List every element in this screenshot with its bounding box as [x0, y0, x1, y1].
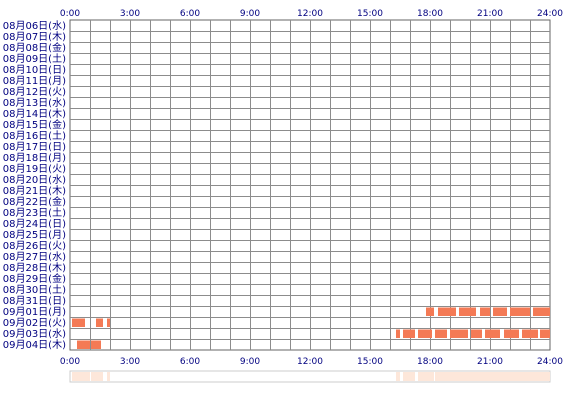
- summary-strip: [69, 370, 551, 383]
- x-tick-label-bottom: 24:00: [537, 357, 563, 367]
- row-label: 08月28日(木): [3, 262, 66, 274]
- x-tick-label-bottom: 0:00: [60, 357, 80, 367]
- activity-bar: [510, 307, 530, 316]
- x-tick-label-top: 15:00: [357, 9, 383, 19]
- summary-segment: [540, 372, 550, 381]
- row-label: 08月22日(金): [3, 195, 66, 208]
- activity-bar: [107, 318, 110, 327]
- x-tick-label-top: 12:00: [297, 9, 323, 19]
- row-label: 08月13日(水): [3, 97, 66, 109]
- activity-bar: [72, 318, 85, 327]
- row-label: 09月02日(火): [3, 317, 66, 329]
- row-label: 08月09日(土): [3, 52, 66, 65]
- chart-grid: [69, 19, 551, 351]
- row-label: 08月06日(水): [3, 20, 66, 32]
- activity-bar: [403, 329, 415, 338]
- activity-bar: [96, 318, 103, 327]
- row-label: 08月23日(土): [3, 206, 66, 219]
- row-label: 08月07日(木): [3, 31, 66, 43]
- row-label: 08月17日(日): [3, 141, 66, 153]
- summary-segment: [77, 372, 90, 381]
- summary-segment: [435, 372, 447, 381]
- row-label: 08月19日(火): [3, 163, 66, 175]
- row-label: 08月18日(月): [3, 152, 66, 164]
- activity-bar: [522, 329, 538, 338]
- row-label: 09月04日(木): [3, 339, 66, 351]
- activity-bar: [504, 329, 519, 338]
- activity-bar: [438, 307, 456, 316]
- row-label: 08月25日(月): [3, 229, 66, 241]
- activity-bar: [91, 340, 101, 349]
- x-tick-label-bottom: 9:00: [240, 357, 260, 367]
- activity-bar: [540, 329, 550, 338]
- x-tick-label-top: 9:00: [240, 9, 260, 19]
- x-tick-label-top: 0:00: [60, 9, 80, 19]
- row-label: 08月26日(火): [3, 240, 66, 252]
- row-label: 08月16日(土): [3, 129, 66, 142]
- x-tick-label-bottom: 3:00: [120, 357, 140, 367]
- activity-bar: [450, 329, 468, 338]
- x-tick-label-top: 6:00: [180, 9, 200, 19]
- x-tick-label-bottom: 15:00: [357, 357, 383, 367]
- row-label: 08月21日(木): [3, 185, 66, 197]
- row-label: 08月31日(日): [3, 295, 66, 307]
- activity-bar: [471, 329, 482, 338]
- x-tick-label-top: 3:00: [120, 9, 140, 19]
- activity-bar: [493, 307, 507, 316]
- x-axis-top: 0:00 3:00 6:00 9:00 12:00 15:00 18:00 21:00 24:0…: [60, 9, 563, 19]
- row-label: 08月30日(土): [3, 283, 66, 296]
- row-label: 08月08日(金): [3, 41, 66, 54]
- row-label: 08月10日(日): [3, 64, 66, 76]
- summary-segment: [471, 372, 482, 381]
- x-tick-label-bottom: 18:00: [417, 357, 443, 367]
- summary-segment: [450, 372, 468, 381]
- x-tick-label-bottom: 6:00: [180, 357, 200, 367]
- activity-bar: [396, 329, 400, 338]
- summary-segment: [107, 372, 110, 381]
- row-label: 08月14日(木): [3, 108, 66, 120]
- summary-segment: [396, 372, 400, 381]
- x-tick-label-top: 24:00: [537, 9, 563, 19]
- x-axis-bottom: 0:00 3:00 6:00 9:00 12:00 15:00 18:00 21:00 24:0…: [60, 357, 563, 367]
- activity-bar: [480, 307, 490, 316]
- row-label: 09月03日(水): [3, 328, 66, 340]
- row-labels: 08月06日(水)08月07日(木)08月08日(金)08月09日(土)08月1…: [3, 20, 66, 351]
- x-tick-label-top: 18:00: [417, 9, 443, 19]
- row-label: 09月01日(月): [3, 306, 66, 318]
- activity-bars: [72, 307, 550, 349]
- activity-bar: [459, 307, 476, 316]
- summary-segment: [91, 372, 101, 381]
- row-label: 08月15日(金): [3, 118, 66, 131]
- x-tick-label-bottom: 12:00: [297, 357, 323, 367]
- row-label: 08月29日(金): [3, 272, 66, 285]
- activity-bar: [426, 307, 434, 316]
- summary-segment: [485, 372, 500, 381]
- activity-bar: [418, 329, 432, 338]
- activity-bar: [77, 340, 90, 349]
- x-tick-label-top: 21:00: [477, 9, 503, 19]
- row-label: 08月12日(火): [3, 86, 66, 98]
- row-label: 08月11日(月): [3, 75, 66, 87]
- activity-bar: [435, 329, 447, 338]
- row-label: 08月20日(水): [3, 174, 66, 186]
- summary-segment: [403, 372, 415, 381]
- summary-segment: [504, 372, 519, 381]
- row-label: 08月24日(日): [3, 218, 66, 230]
- summary-segment: [522, 372, 538, 381]
- activity-bar: [533, 307, 550, 316]
- activity-bar: [485, 329, 500, 338]
- summary-segment: [418, 372, 432, 381]
- row-label: 08月27日(水): [3, 251, 66, 263]
- x-tick-label-bottom: 21:00: [477, 357, 503, 367]
- summary-segment: [510, 372, 530, 381]
